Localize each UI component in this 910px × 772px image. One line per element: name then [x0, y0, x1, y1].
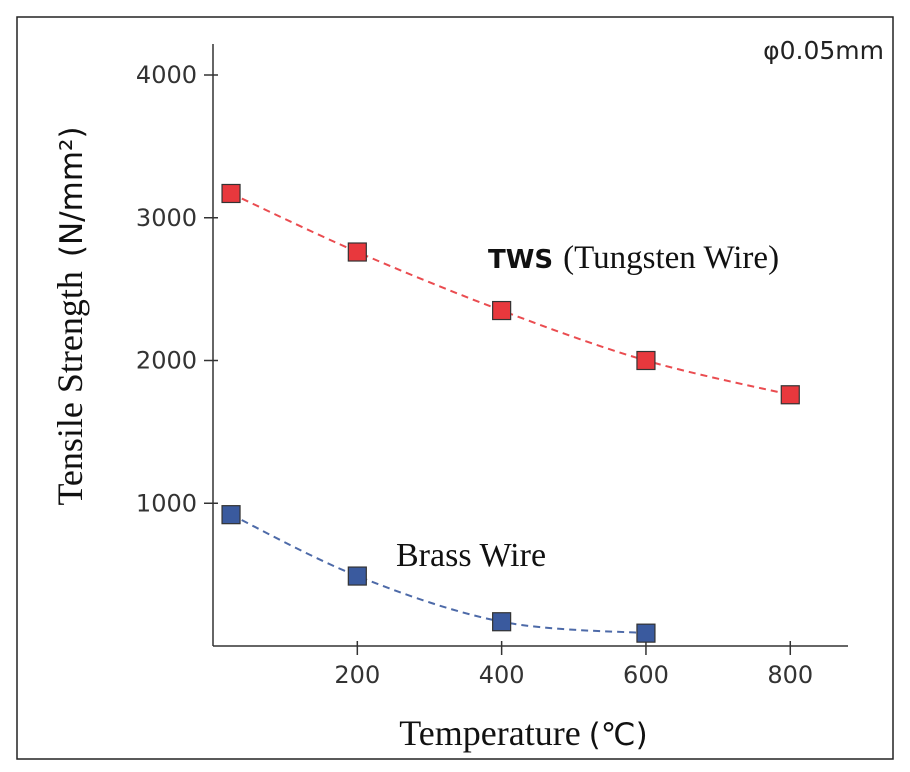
y-tick-label: 1000: [136, 489, 197, 517]
x-tick-label: 200: [334, 661, 380, 689]
x-axis-label: Temperature: [399, 713, 580, 753]
tws-label-prefix: TWS: [488, 245, 553, 275]
diameter-annotation: φ0.05mm: [763, 36, 884, 65]
x-tick-label: 600: [623, 661, 669, 689]
y-axis-label: Tensile Strength: [50, 271, 90, 505]
brass-series-label: Brass Wire: [396, 537, 546, 574]
x-ticks: 200 400 600 800: [334, 641, 813, 689]
y-ticks: 1000 2000 3000 4000: [136, 61, 218, 517]
series-tws: [221, 183, 800, 405]
chart-frame: [16, 16, 894, 760]
data-point-marker: [492, 612, 512, 632]
data-point-marker: [636, 350, 656, 371]
y-axis-unit: (N/mm²): [54, 126, 90, 257]
tws-label-rest: (Tungsten Wire): [563, 240, 779, 276]
x-tick-label: 800: [767, 661, 813, 689]
y-tick-label: 2000: [136, 347, 197, 375]
y-axis-title: Tensile Strength (N/mm²): [50, 126, 90, 505]
data-point-marker: [347, 242, 367, 262]
data-point-marker: [636, 623, 656, 643]
data-point-marker: [347, 566, 367, 586]
series-line: [230, 513, 647, 635]
data-point-marker: [492, 300, 512, 321]
y-tick-label: 3000: [136, 204, 197, 232]
x-axis-unit: (℃): [589, 717, 648, 753]
data-point-marker: [221, 183, 241, 204]
x-tick-label: 400: [479, 661, 525, 689]
data-point-marker: [780, 385, 800, 405]
series-line: [230, 192, 791, 396]
y-tick-label: 4000: [136, 61, 197, 89]
series-brass: [221, 505, 656, 643]
tws-series-label: TWS (Tungsten Wire): [488, 240, 779, 276]
data-point-marker: [221, 505, 241, 525]
series-layer: [221, 183, 800, 643]
x-axis-title: Temperature (℃): [399, 713, 647, 753]
